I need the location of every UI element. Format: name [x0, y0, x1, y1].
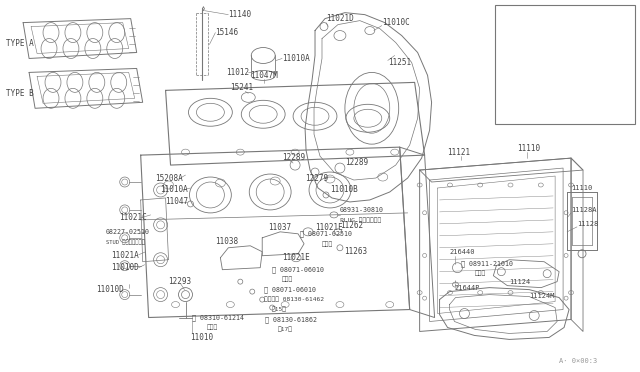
Text: 15146: 15146 [216, 28, 239, 37]
Text: （１）: （１） [322, 241, 333, 247]
Text: 11124: 11124 [509, 279, 531, 285]
Text: 11010B: 11010B [330, 186, 358, 195]
Text: 11110: 11110 [517, 144, 540, 153]
Text: Ⓑ 08071-06010: Ⓑ 08071-06010 [272, 266, 324, 273]
Text: 08931-30810: 08931-30810 [340, 207, 384, 213]
Text: 15241: 15241 [230, 83, 253, 92]
Text: 11010A: 11010A [161, 186, 188, 195]
Text: （17）: （17） [278, 327, 293, 332]
Text: 11110: 11110 [571, 185, 592, 191]
Text: 11010D: 11010D [96, 285, 124, 294]
Text: 11038: 11038 [216, 237, 239, 246]
Text: 12289: 12289 [345, 158, 368, 167]
Text: 11021E: 11021E [282, 253, 310, 262]
Text: 11047M: 11047M [250, 71, 278, 80]
Text: Ⓑ 08310-61214: Ⓑ 08310-61214 [193, 314, 244, 321]
Text: Ⓑ 08130-61862: Ⓑ 08130-61862 [265, 316, 317, 323]
Text: 11010: 11010 [191, 333, 214, 342]
Text: 15208A: 15208A [156, 173, 184, 183]
Text: 11021A: 11021A [111, 251, 138, 260]
Text: 11021C: 11021C [119, 214, 147, 222]
Text: Ⓑ 08071-06010: Ⓑ 08071-06010 [264, 286, 316, 293]
Text: ⓝ 08911-21010: ⓝ 08911-21010 [461, 260, 513, 267]
Text: 11251: 11251 [388, 58, 411, 67]
Text: 216440: 216440 [449, 249, 475, 255]
Bar [495, 5, 635, 124]
Text: 11124M: 11124M [529, 293, 555, 299]
Text: （１）Ⓑ 08130-61462: （１）Ⓑ 08130-61462 [264, 297, 324, 302]
Text: （１）: （１） [474, 271, 486, 276]
Text: A· 0×00:3: A· 0×00:3 [559, 358, 597, 364]
Text: 11021E: 11021E [315, 223, 343, 232]
Text: 11021D: 11021D [326, 14, 354, 23]
Text: 21644P: 21644P [454, 285, 480, 291]
Text: 11262: 11262 [340, 221, 363, 230]
Text: Ⓑ 08071-02510: Ⓑ 08071-02510 [300, 231, 352, 237]
Text: （２）: （２） [207, 325, 218, 330]
Text: 11012: 11012 [227, 68, 250, 77]
Text: ATM: ATM [501, 10, 515, 19]
Text: 11263: 11263 [344, 247, 367, 256]
Text: 12289: 12289 [282, 153, 305, 161]
Text: 11037: 11037 [268, 223, 291, 232]
Text: 11010A: 11010A [282, 54, 310, 63]
Text: 08227-02510: 08227-02510 [106, 229, 150, 235]
Text: PLUG プラグ（１）: PLUG プラグ（１） [340, 217, 381, 223]
Text: 11010C: 11010C [382, 18, 410, 27]
Text: 12293: 12293 [168, 277, 192, 286]
Text: （１）: （１） [282, 277, 293, 282]
Text: 11047: 11047 [166, 198, 189, 206]
Text: 12279: 12279 [305, 173, 328, 183]
Text: 11128: 11128 [577, 221, 598, 227]
Text: STUD スタッド（１）: STUD スタッド（１） [106, 239, 145, 244]
Text: 11128A: 11128A [571, 207, 596, 213]
Text: 11140: 11140 [228, 10, 252, 19]
Text: 11010D: 11010D [111, 263, 138, 272]
Text: （15）: （15） [272, 307, 287, 312]
Text: TYPE A: TYPE A [6, 39, 34, 48]
Text: 11121: 11121 [447, 148, 470, 157]
Text: 11251: 11251 [601, 42, 622, 48]
Text: TYPE B: TYPE B [6, 89, 34, 98]
